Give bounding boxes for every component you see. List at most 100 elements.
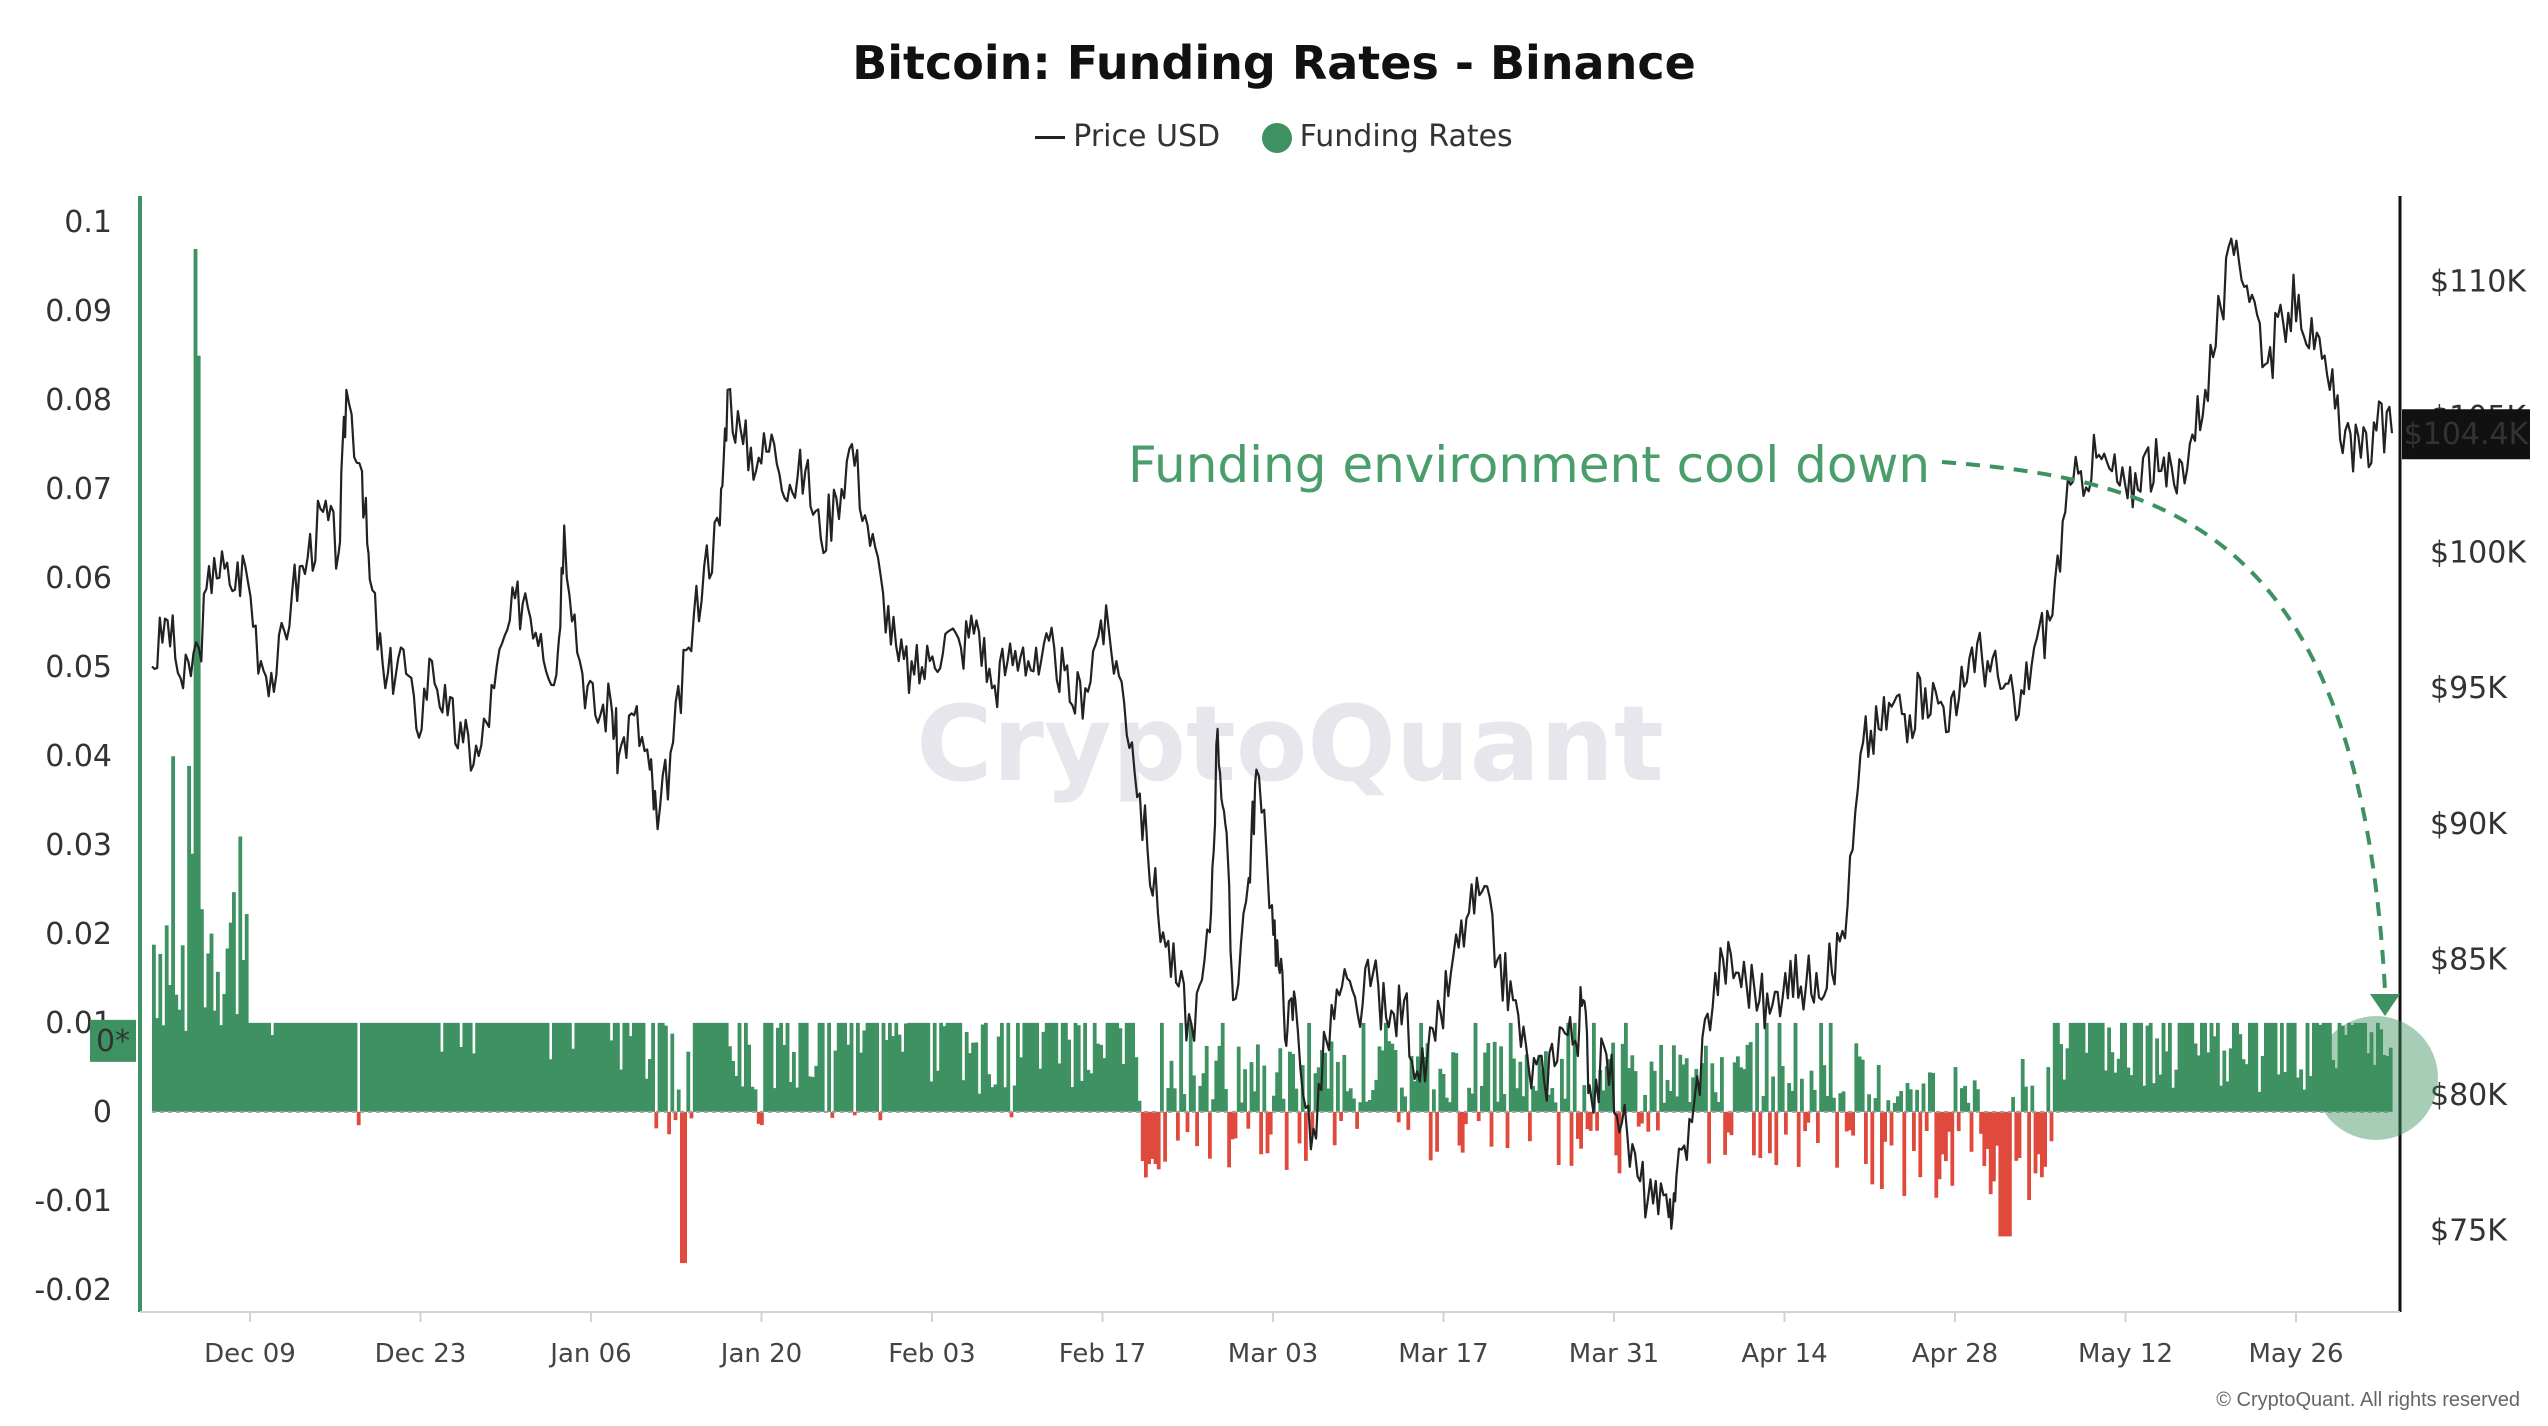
watermark-text: CryptoQuant [916, 683, 1663, 805]
funding-bar [363, 1022, 367, 1112]
funding-bar [353, 1022, 358, 1112]
funding-bar [2011, 1097, 2015, 1112]
funding-bar [766, 1022, 771, 1112]
funding-bar [1576, 1111, 1580, 1139]
funding-bar [1867, 1094, 1871, 1112]
funding-bar [296, 1022, 300, 1112]
legend-item-funding[interactable]: Funding Rates [1261, 119, 1513, 154]
legend-item-price[interactable]: Price USD [1035, 119, 1220, 154]
funding-bar [648, 1059, 652, 1112]
legend-dot-icon [1261, 122, 1292, 153]
funding-bar [568, 1022, 572, 1112]
axes [138, 196, 2402, 1313]
funding-bar [1444, 1097, 1449, 1112]
funding-bar [923, 1022, 927, 1112]
funding-bar [1147, 1111, 1151, 1165]
funding-bar [2238, 1034, 2243, 1112]
x-tick-label: Mar 03 [1228, 1339, 1318, 1369]
funding-bar [2254, 1022, 2259, 1112]
funding-bar [980, 1024, 985, 1112]
funding-bar [1153, 1111, 1158, 1165]
funding-bar [1448, 1102, 1452, 1112]
right-tick-label: $110K [2430, 264, 2527, 299]
funding-bar [1880, 1111, 1884, 1189]
funding-bar [1361, 1022, 1366, 1112]
funding-bar [2203, 1022, 2207, 1112]
funding-bar [2075, 1022, 2079, 1112]
funding-bar [2027, 1111, 2031, 1200]
funding-bar [356, 1111, 361, 1126]
funding-bar [1857, 1056, 1862, 1112]
funding-bar [632, 1022, 636, 1112]
funding-bar [1067, 1039, 1071, 1112]
funding-bar [2171, 1087, 2175, 1112]
funding-bar [1662, 1102, 1667, 1112]
funding-bar [1832, 1097, 1836, 1112]
right-tick-label: $75K [2430, 1214, 2508, 1249]
funding-bar [1934, 1111, 1939, 1198]
funding-bar [977, 1093, 982, 1112]
funding-bar [724, 1022, 729, 1112]
funding-bar [718, 1022, 723, 1112]
funding-bar [2068, 1022, 2073, 1112]
funding-bar [2142, 1085, 2147, 1112]
funding-bar [1723, 1111, 1727, 1155]
funding-bar [1524, 1054, 1529, 1112]
funding-bar [1659, 1044, 1663, 1112]
funding-bar [558, 1022, 563, 1112]
x-tick-label: Mar 17 [1398, 1339, 1488, 1369]
funding-bar [1211, 1099, 1215, 1112]
funding-bar [1707, 1111, 1711, 1164]
funding-bar [1598, 1070, 1603, 1112]
funding-bar [1291, 1053, 1295, 1112]
funding-bar [2244, 1064, 2249, 1112]
x-tick-label: Jan 06 [548, 1339, 631, 1369]
funding-bar [2177, 1022, 2182, 1112]
funding-bar [961, 1080, 966, 1112]
left-tick-label: 0.08 [45, 383, 112, 418]
left-tick-label: 0.07 [45, 472, 112, 507]
funding-bar [1169, 1060, 1174, 1112]
funding-bar [395, 1022, 399, 1112]
funding-bar [2241, 1059, 2246, 1112]
funding-bar [2033, 1111, 2038, 1174]
funding-bar [920, 1022, 924, 1112]
left-tick-label: 0.1 [64, 205, 112, 240]
funding-bar [1406, 1111, 1411, 1130]
funding-bar [888, 1022, 892, 1112]
funding-bar [827, 1022, 831, 1112]
funding-bar [689, 1111, 694, 1119]
funding-bar [1681, 1064, 1686, 1112]
funding-bar [1403, 1096, 1407, 1112]
funding-bar [1873, 1098, 1878, 1112]
funding-bar [1988, 1111, 1993, 1195]
funding-bar [2347, 1022, 2351, 1112]
funding-bar [1467, 1087, 1471, 1112]
funding-bar [622, 1022, 627, 1112]
funding-bar [731, 1060, 735, 1112]
funding-bar [2344, 1034, 2348, 1112]
funding-bar [891, 1036, 895, 1112]
funding-bar [801, 1022, 806, 1112]
funding-bar [1521, 1096, 1526, 1112]
funding-bar [404, 1022, 409, 1112]
funding-bar [1473, 1022, 1478, 1112]
funding-bar [1745, 1044, 1750, 1112]
price-line [151, 237, 2394, 1230]
funding-bar [987, 1074, 991, 1112]
funding-bar [465, 1022, 470, 1112]
funding-bar [859, 1052, 863, 1112]
funding-bar [1012, 1085, 1017, 1112]
funding-bar [1275, 1072, 1279, 1112]
funding-bar [158, 953, 163, 1112]
funding-bar [1822, 1065, 1827, 1112]
funding-bar [1057, 1063, 1062, 1112]
funding-bar [1908, 1089, 1913, 1112]
x-tick-label: Feb 17 [1059, 1339, 1146, 1369]
funding-bar [2078, 1022, 2083, 1112]
funding-bar [2273, 1022, 2278, 1112]
funding-bar [2251, 1022, 2255, 1112]
funding-bar [542, 1022, 547, 1112]
funding-bar [2385, 1056, 2390, 1112]
funding-bar [2113, 1072, 2118, 1112]
